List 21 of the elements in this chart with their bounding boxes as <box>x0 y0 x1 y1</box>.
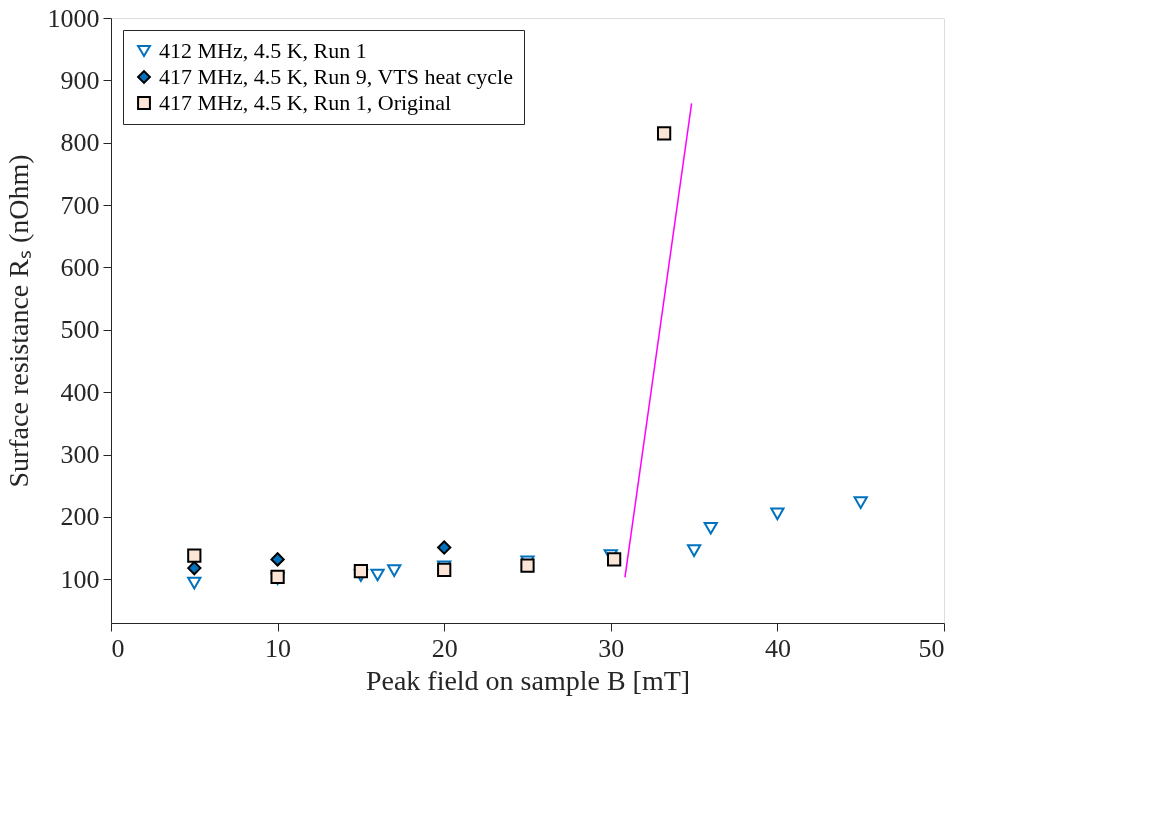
y-tick-label: 300 <box>60 440 100 470</box>
x-tick-label: 30 <box>598 633 625 663</box>
legend-label: 412 MHz, 4.5 K, Run 1 <box>159 38 367 63</box>
y-tick-label: 200 <box>60 502 100 532</box>
y-tick-label: 1000 <box>47 3 100 33</box>
x-tick-label: 40 <box>764 633 791 663</box>
x-tick-label: 50 <box>918 633 945 663</box>
y-tick-label: 900 <box>60 65 100 95</box>
legend-label: 417 MHz, 4.5 K, Run 1, Original <box>159 90 452 115</box>
y-tick-label: 500 <box>60 315 100 345</box>
y-tick-label: 400 <box>60 377 100 407</box>
y-tick-label: 600 <box>60 252 100 282</box>
y-tick-label: 800 <box>60 128 100 158</box>
x-tick-label: 20 <box>431 633 458 663</box>
y-axis-title: Surface resistance Rₛ (nOhm) <box>2 154 34 488</box>
x-tick-label: 0 <box>111 633 125 663</box>
x-tick-label: 10 <box>265 633 292 663</box>
y-tick-label: 700 <box>60 190 100 220</box>
legend-label: 417 MHz, 4.5 K, Run 9, VTS heat cycle <box>159 64 513 89</box>
x-axis-title: Peak field on sample B [mT] <box>365 664 691 696</box>
y-tick-label: 100 <box>60 564 100 594</box>
